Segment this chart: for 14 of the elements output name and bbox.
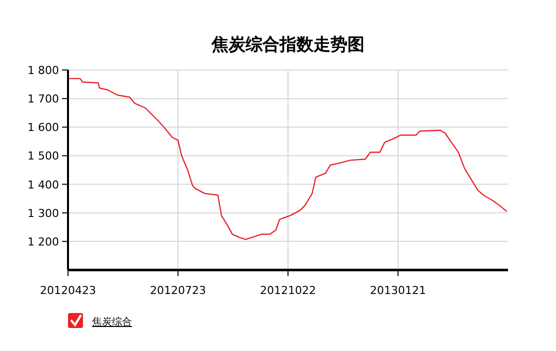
y-tick-label: 1 700 xyxy=(28,92,59,106)
y-tick-label: 1 800 xyxy=(28,64,59,77)
x-tick-label: 20121022 xyxy=(260,284,316,297)
y-tick-label: 1 200 xyxy=(28,235,59,248)
y-tick-label: 1 500 xyxy=(28,150,59,163)
x-tick-label: 20130121 xyxy=(370,284,426,297)
x-tick-label: 20120723 xyxy=(150,284,206,297)
y-tick-label: 1 600 xyxy=(28,121,59,134)
chart-title: 焦炭综合指数走势图 xyxy=(210,35,364,55)
y-tick-label: 1 400 xyxy=(28,178,59,192)
x-tick-label: 20120423 xyxy=(40,284,96,297)
y-tick-label: 1 300 xyxy=(28,206,59,220)
legend-label: 焦炭综合 xyxy=(92,316,132,328)
line-series xyxy=(67,78,508,240)
